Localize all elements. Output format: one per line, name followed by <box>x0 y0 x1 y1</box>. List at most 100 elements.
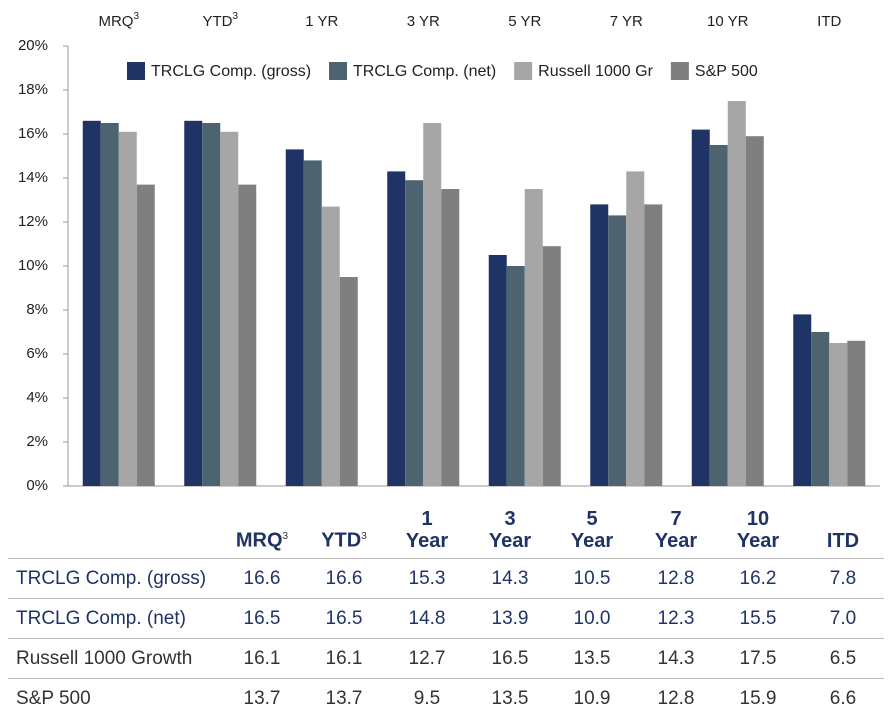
category-name: 10 YR <box>707 13 749 30</box>
bar <box>387 171 406 486</box>
table-cell: 16.6 <box>325 568 363 589</box>
x-tick-label: ITD <box>817 13 841 30</box>
table-cell: 9.5 <box>413 688 441 709</box>
row-label: S&P 500 <box>16 688 91 709</box>
footnote-mark: 3 <box>282 531 289 543</box>
category-name: 5 YR <box>508 13 541 30</box>
category-name: 1 YR <box>305 13 338 30</box>
category-name: ITD <box>817 13 841 30</box>
y-tick-label: 20% <box>18 37 48 54</box>
table-row: TRCLG Comp. (gross) 16.6 16.6 15.3 14.3 10.5 1… <box>8 558 884 599</box>
category-name: MRQ <box>98 13 133 30</box>
chart: 0%2%4%6%8%10%12%14%16%18%20%MRQ3 YTD3 1 YR… <box>18 11 880 494</box>
bar <box>321 206 340 486</box>
bar <box>811 332 830 486</box>
table-cell: 12.3 <box>657 608 695 629</box>
table-cell: 10.9 <box>573 688 611 709</box>
bar <box>506 266 525 486</box>
y-tick-label: 18% <box>18 81 48 98</box>
table-cell: 13.5 <box>491 688 529 709</box>
footnote-mark: 3 <box>232 11 238 22</box>
x-tick-label: 3 YR <box>407 13 440 30</box>
table-cell: 14.3 <box>657 648 695 669</box>
bar <box>847 340 866 486</box>
column-header: 7 Year <box>648 498 704 552</box>
bar <box>238 184 257 486</box>
y-tick-label: 12% <box>18 213 48 230</box>
table-cell: 12.8 <box>657 688 695 709</box>
table-cell: 16.2 <box>739 568 777 589</box>
bar <box>339 277 358 486</box>
bar <box>136 184 155 486</box>
column-title: 1 Year <box>405 508 449 552</box>
y-tick-label: 6% <box>26 345 48 362</box>
y-tick-label: 16% <box>18 125 48 142</box>
footnote-mark: 3 <box>133 11 139 22</box>
column-title: MRQ3 <box>235 530 289 552</box>
bar <box>524 189 543 486</box>
table-cell: 15.3 <box>408 568 446 589</box>
table-cell: 13.9 <box>491 608 529 629</box>
bar <box>220 131 239 487</box>
table-cell: 17.5 <box>739 648 777 669</box>
column-header: ITD <box>815 498 871 552</box>
column-header: 5 Year <box>564 498 620 552</box>
category-name: YTD <box>202 13 232 30</box>
legend-label: TRCLG Comp. (gross) <box>151 63 311 80</box>
bar <box>441 189 460 486</box>
bar <box>488 255 507 486</box>
y-tick-label: 8% <box>26 301 48 318</box>
table-cell: 16.6 <box>243 568 281 589</box>
bar <box>745 136 764 486</box>
y-tick-label: 4% <box>26 389 48 406</box>
table-cell: 13.7 <box>325 688 363 709</box>
table-row: Russell 1000 Growth 16.1 16.1 12.7 16.5 13.5 1… <box>8 638 884 679</box>
x-tick-label: 1 YR <box>305 13 338 30</box>
bar <box>590 204 609 486</box>
bar <box>423 123 442 486</box>
bar <box>184 120 203 487</box>
table-cell: 14.3 <box>491 568 529 589</box>
x-tick-label: MRQ3 <box>98 11 139 30</box>
table-cell: 12.7 <box>408 648 446 669</box>
bar <box>608 215 627 486</box>
bar <box>100 123 119 486</box>
legend-label: S&P 500 <box>695 63 758 80</box>
bar <box>285 149 304 486</box>
table-row: S&P 500 13.7 13.7 9.5 13.5 10.9 12.8 15.9 6.6 <box>8 678 884 719</box>
bar <box>82 120 101 487</box>
table-cell: 15.9 <box>739 688 777 709</box>
table-cell: 16.5 <box>491 648 529 669</box>
table-cell: 10.0 <box>573 608 611 629</box>
x-tick-label: 5 YR <box>508 13 541 30</box>
column-header: YTD3 <box>316 498 372 552</box>
column-title: 3 Year <box>488 508 532 552</box>
column-header: 1 Year <box>399 498 455 552</box>
legend-swatch <box>670 62 689 80</box>
table-cell: 13.7 <box>243 688 281 709</box>
column-title: 10 Year <box>736 508 780 552</box>
bar <box>118 131 137 487</box>
y-tick-label: 2% <box>26 433 48 450</box>
bar <box>691 129 710 486</box>
table-cell: 7.0 <box>829 608 857 629</box>
y-tick-label: 0% <box>26 477 48 494</box>
footnote-mark: 3 <box>361 531 367 543</box>
column-header: 3 Year <box>482 498 538 552</box>
table-cell: 16.5 <box>325 608 363 629</box>
y-tick-label: 10% <box>18 257 48 274</box>
legend-swatch <box>329 62 348 80</box>
legend-swatch <box>127 62 145 80</box>
bar <box>405 180 424 486</box>
column-header: MRQ3 <box>234 498 290 552</box>
column-title: YTD3 <box>321 530 367 552</box>
table-cell: 10.5 <box>573 568 611 589</box>
bar <box>709 145 728 486</box>
row-label: TRCLG Comp. (net) <box>16 608 186 629</box>
table-cell: 6.6 <box>829 688 857 709</box>
bar <box>626 171 645 486</box>
bar <box>644 204 663 486</box>
row-label: TRCLG Comp. (gross) <box>16 568 207 589</box>
table-cell: 16.1 <box>325 648 363 669</box>
